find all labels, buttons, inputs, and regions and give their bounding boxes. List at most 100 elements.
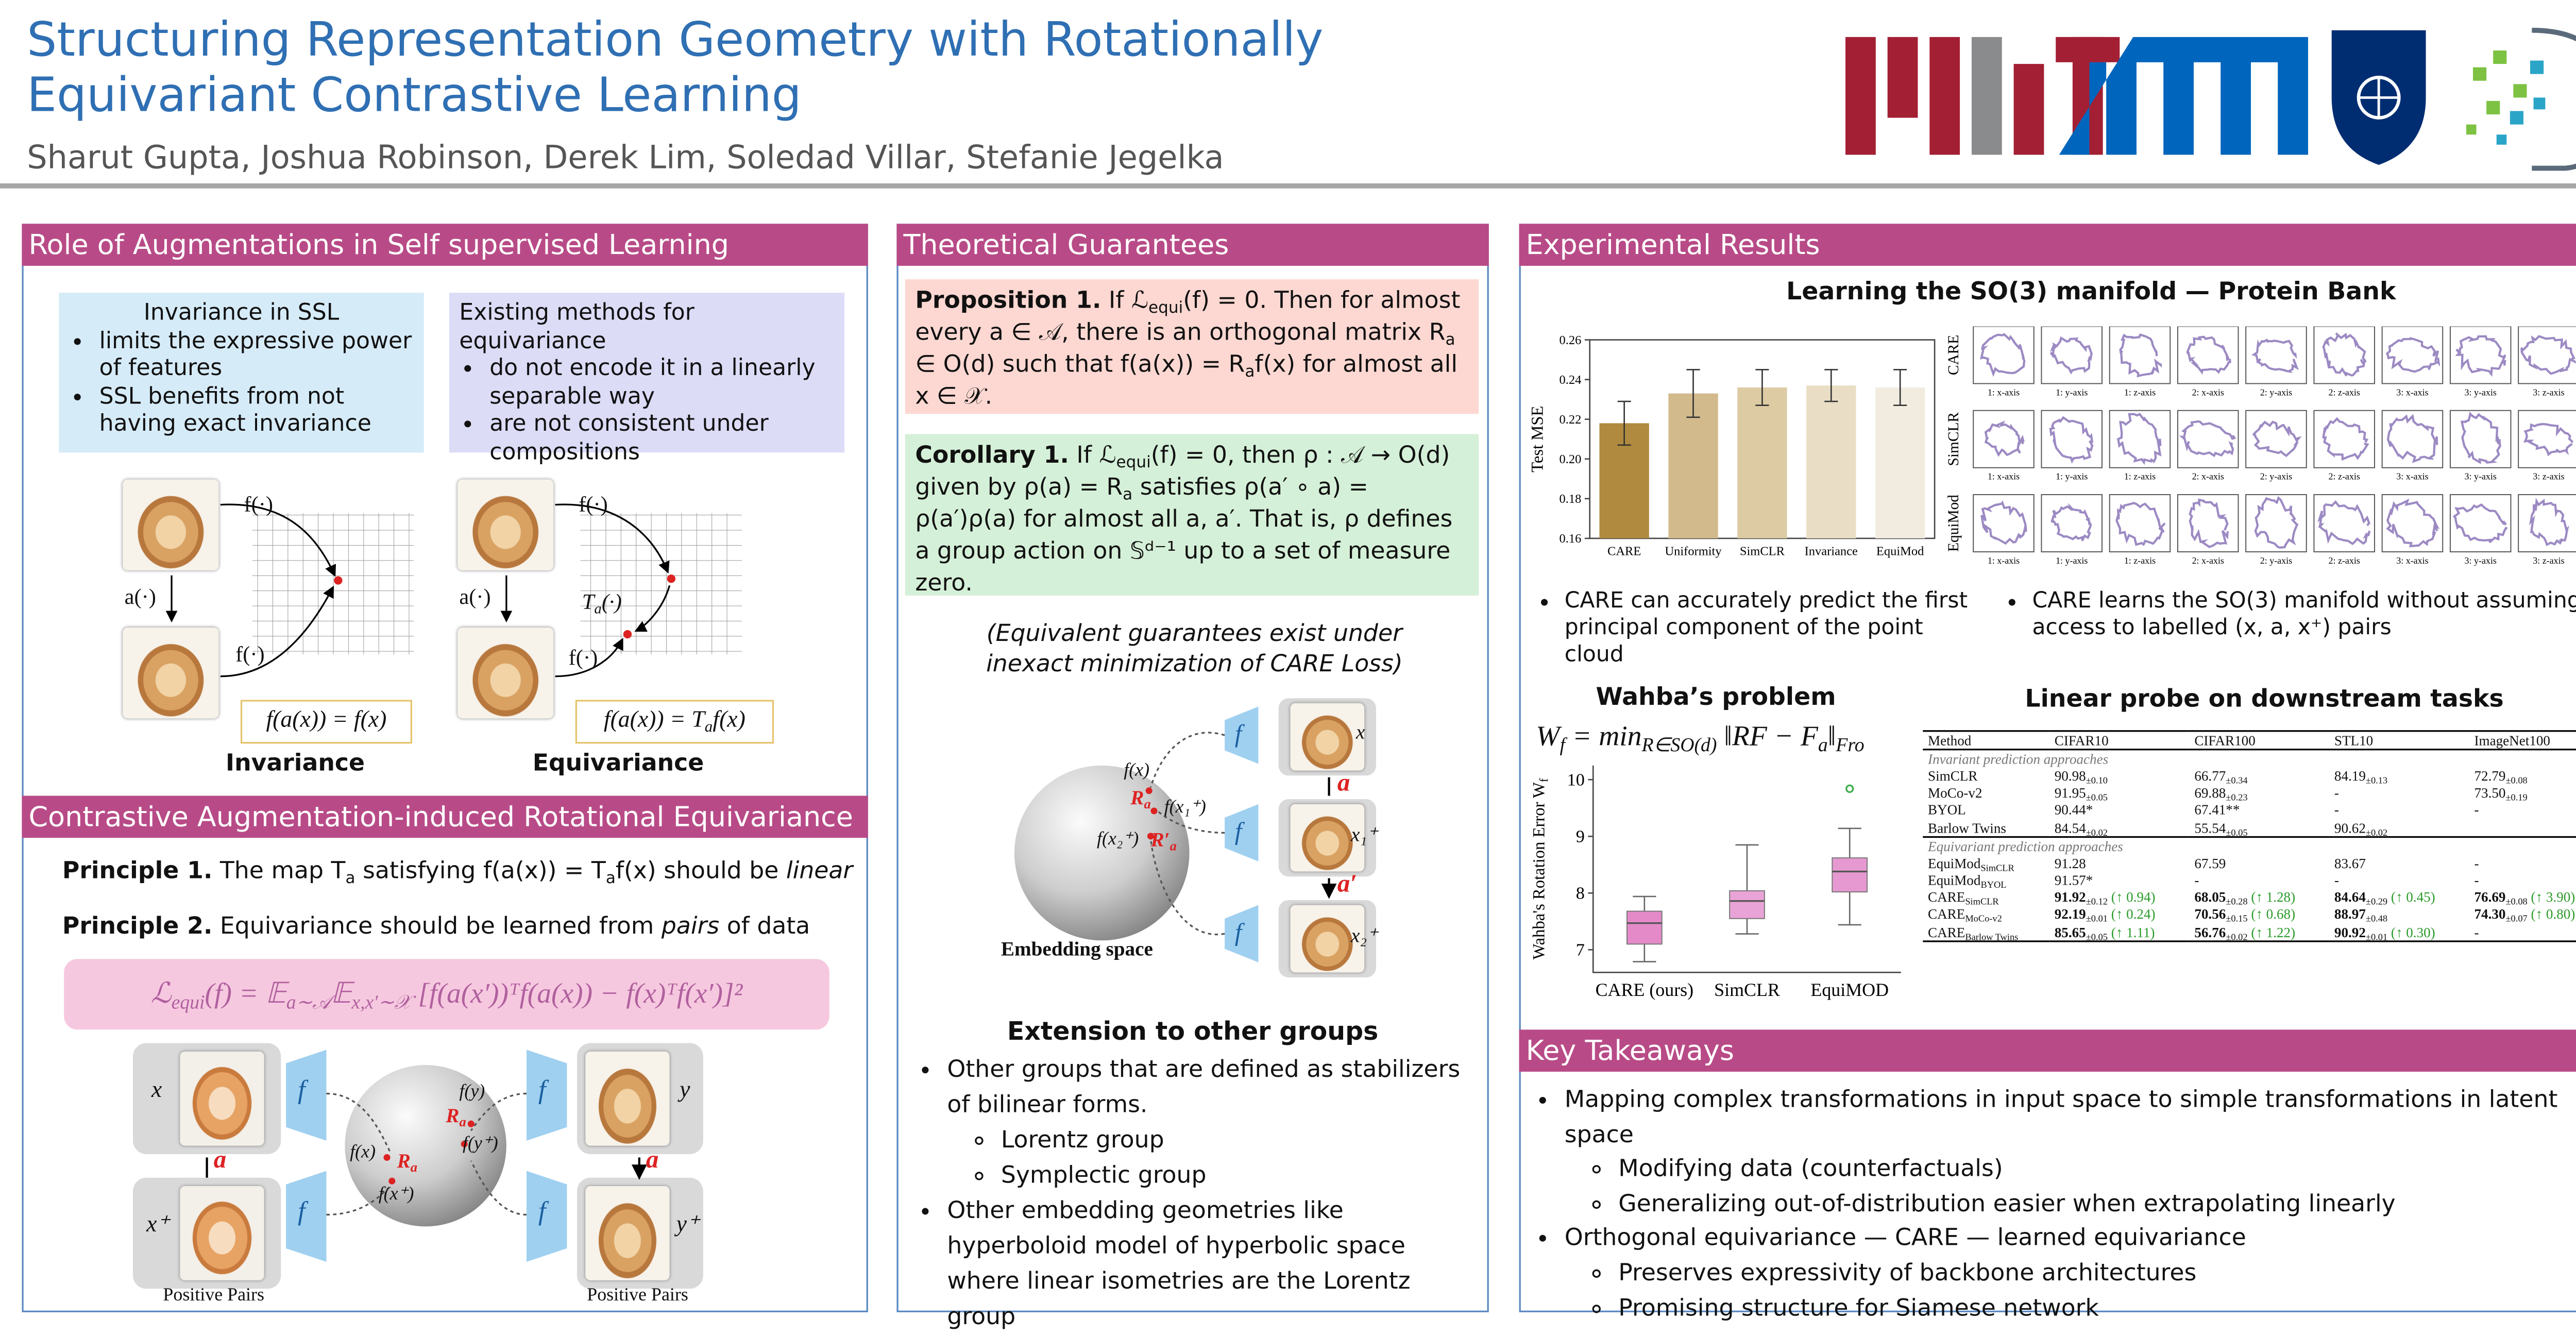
method-cell: Barlow Twins (1928, 820, 2006, 836)
dog-image (1290, 703, 1365, 771)
panel-label: 2: x-axis (2192, 555, 2224, 566)
gain: (↑ 1.11) (2111, 924, 2155, 940)
trajectory (2179, 420, 2236, 458)
sub-list: Modifying data (counterfactuals)Generali… (1565, 1153, 2576, 1222)
augment-label: a(·) (459, 584, 491, 610)
y-tick-label: 0.20 (1560, 452, 1582, 466)
table-wrap: Method CIFAR10 CIFAR100 STL10 ImageNet100 Inv… (1923, 730, 2576, 942)
text-run: ‖RF − F (1717, 720, 1818, 752)
error-bar (1755, 369, 1769, 407)
std-dev: ±0.08 (2505, 898, 2528, 909)
row-label: CARE (1945, 335, 1962, 375)
text-run: R (1130, 785, 1144, 809)
sub-bullet: Promising structure for Siamese network (1618, 1291, 2576, 1326)
value: 91.28 (2054, 856, 2086, 872)
value-cell: 70.56±0.15 (↑ 0.68) (2190, 907, 2330, 925)
value-cell: - (2469, 855, 2576, 872)
text-run: ℒ (150, 977, 172, 1010)
value: 55.54 (2194, 820, 2226, 836)
bullet-list: Mapping complex transformations in input… (1534, 1084, 2576, 1326)
gain: (↑ 0.30) (2391, 924, 2435, 940)
value-cell: - (2469, 872, 2576, 889)
value: - (2474, 873, 2479, 889)
trajectory (2322, 417, 2369, 461)
value-cell: 84.19±0.13 (2329, 768, 2469, 787)
principle-label: Principle 2. (62, 914, 213, 941)
panel-label: 2: x-axis (2192, 471, 2224, 482)
error-bar (1824, 369, 1838, 402)
transform-label: Ta(·) (582, 589, 622, 616)
value: 91.57* (2054, 873, 2093, 889)
trajectory (2317, 500, 2371, 545)
trajectory (2385, 337, 2441, 373)
text-run: CARE (1928, 907, 1965, 923)
value: 70.56 (2194, 907, 2226, 923)
std-dev: ±0.19 (2505, 793, 2528, 804)
trajectory (2322, 332, 2367, 377)
panel-label: 3: z-axis (2533, 471, 2564, 482)
x-tick-label: CARE (ours) (1596, 979, 1693, 1000)
diagram-caption: Equivariance (532, 750, 704, 777)
panel-label: 3: z-axis (2533, 555, 2564, 566)
text-run: CARE (1928, 924, 1965, 940)
method-cell: EquiModBYOL (1923, 872, 2049, 891)
bullet-text: Other embedding geometries like hyperbol… (947, 1197, 1411, 1331)
std-dev: ±0.12 (2086, 898, 2108, 909)
value-cell: - (2190, 872, 2330, 889)
std-dev: ±0.48 (2365, 915, 2388, 926)
text-run: [f(a(x′))ᵀf(a(x)) − f(x)ᵀf(x′)]² (411, 977, 743, 1010)
value-cell: 90.98±0.10 (2049, 768, 2190, 786)
existing-box: Existing methods for equivariance do not… (449, 293, 845, 465)
gain: (↑ 0.94) (2111, 890, 2156, 906)
panel-label: 2: y-axis (2260, 471, 2292, 482)
subscript: equi (1148, 299, 1183, 318)
table-title: Linear probe on downstream tasks (2025, 686, 2504, 714)
augment-label: a (213, 1147, 227, 1175)
value: - (2474, 803, 2479, 819)
row-label: SimCLR (1945, 412, 1962, 466)
value-cell: 90.92±0.01 (↑ 0.30) (2329, 924, 2469, 942)
value-cell: 84.54±0.02 (2049, 819, 2190, 838)
value-cell (2469, 819, 2576, 837)
header-row: Method CIFAR10 CIFAR100 STL10 ImageNet100 (1923, 731, 2576, 750)
panel-label: 3: z-axis (2533, 387, 2564, 397)
y-tick-label: 0.16 (1560, 532, 1582, 546)
y-tick-label: 7 (1576, 940, 1585, 960)
embedding-label: f(x⁺) (378, 1184, 414, 1205)
dog-image (1290, 804, 1365, 872)
y-tick-label: 10 (1567, 770, 1585, 790)
principle: Principle 2. Equivariance should be lear… (62, 914, 810, 940)
subscript: R∈SO(d) (1641, 734, 1717, 756)
trajectory-panel (2449, 410, 2512, 468)
subscript: a (594, 600, 602, 617)
value: 69.88 (2194, 786, 2226, 801)
method-cell: MoCo-v2 (1928, 786, 1982, 801)
std-dev: ±0.01 (2086, 915, 2108, 926)
bullet: Orthogonal equivariance — CARE — learned… (1565, 1222, 2576, 1326)
subscript: a (1123, 486, 1133, 505)
proposition-box: Proposition 1. If ℒequi(f) = 0. Then for… (905, 279, 1479, 414)
dog-image (123, 479, 219, 570)
text-run: T (331, 858, 346, 885)
std-dev: ±0.05 (2086, 933, 2108, 943)
text-run: If (1101, 288, 1132, 315)
box (1729, 890, 1765, 919)
text-run: If (1069, 442, 1099, 470)
value-cell: 88.97±0.48 (2329, 907, 2469, 926)
trajectory (1984, 420, 2025, 457)
value: 66.77 (2194, 769, 2226, 784)
trajectory (2452, 503, 2508, 544)
value-cell: - (2329, 802, 2469, 819)
std-dev: ±0.13 (2365, 776, 2388, 787)
gain: (↑ 0.45) (2391, 890, 2435, 906)
table-row: EquiModBYOL 91.57* - - - (1923, 872, 2576, 891)
value: 91.95 (2054, 786, 2086, 801)
gain: (↑ 0.80) (2531, 907, 2575, 923)
subscript: f (1560, 734, 1566, 756)
augment-label: a (1337, 770, 1350, 798)
bullet: Other groups that are defined as stabili… (947, 1053, 1480, 1194)
gain: (↑ 0.24) (2111, 907, 2156, 923)
